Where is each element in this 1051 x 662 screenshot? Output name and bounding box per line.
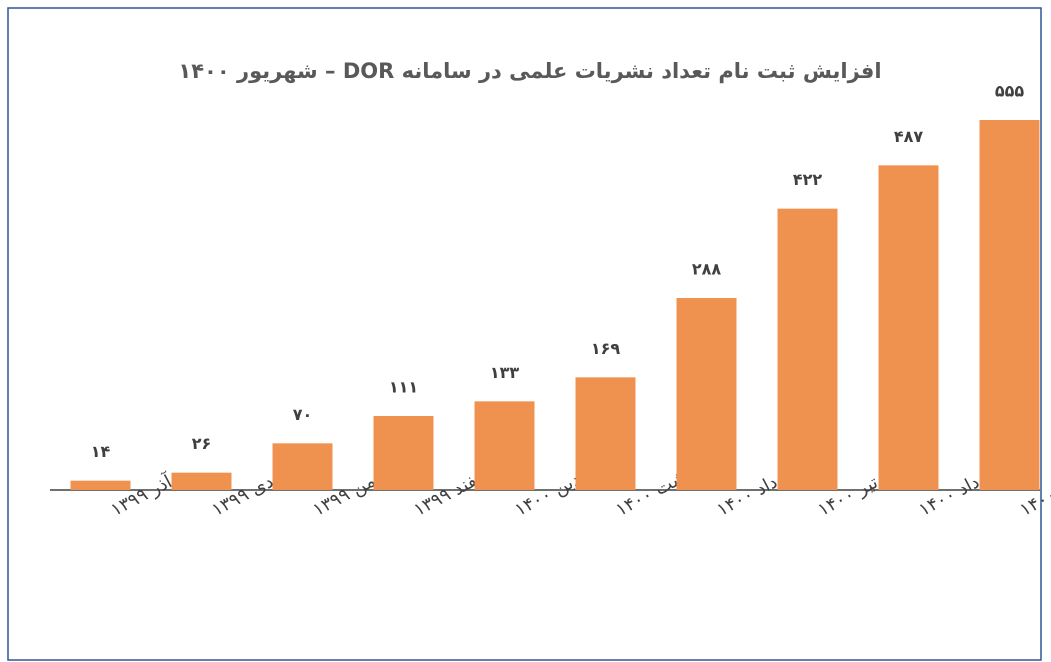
data-label: ۵۵۵ xyxy=(995,82,1025,101)
data-label: ۲۶ xyxy=(192,434,212,453)
data-label: ۱۶۹ xyxy=(591,339,621,358)
bar xyxy=(272,443,333,490)
bar xyxy=(70,480,131,490)
chart-frame xyxy=(7,7,1042,661)
data-label: ۷۰ xyxy=(293,405,313,424)
data-label: ۴۸۷ xyxy=(894,127,924,146)
data-label: ۲۸۸ xyxy=(692,260,722,279)
data-label: ۱۱۱ xyxy=(389,378,418,397)
data-label: ۴۲۲ xyxy=(793,170,823,189)
chart-title: افزایش ثبت نام تعداد نشریات علمی در ساما… xyxy=(178,59,881,83)
data-label: ۱۴ xyxy=(91,442,111,461)
data-label: ۱۳۳ xyxy=(490,363,520,382)
bar xyxy=(171,472,232,490)
bar xyxy=(979,120,1040,490)
bar xyxy=(575,377,636,490)
bar xyxy=(777,208,838,490)
bar xyxy=(676,298,737,490)
bar xyxy=(878,165,939,491)
bar xyxy=(474,401,535,490)
bar xyxy=(373,416,434,490)
